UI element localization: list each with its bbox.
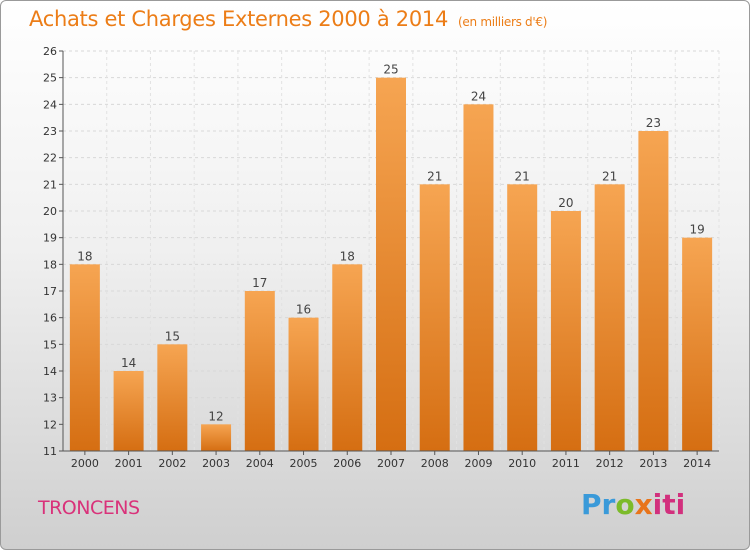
bar-2004	[244, 291, 275, 451]
bar-2005	[288, 317, 319, 451]
bar-value-label: 23	[646, 116, 661, 130]
bar-2012	[594, 184, 625, 452]
bar-value-label: 16	[296, 303, 311, 317]
x-tick-label: 2005	[290, 457, 318, 470]
x-tick-label: 2012	[596, 457, 624, 470]
bar-2006	[332, 264, 363, 451]
bar-value-label: 21	[427, 169, 442, 183]
location-name: TRONCENS	[38, 497, 140, 519]
x-tick-label: 2010	[508, 457, 536, 470]
axes: 11 12 13 14 15 16 17 18 19 20 21 22 23 24 25 26 2000 2001…	[43, 45, 719, 470]
y-tick-label: 14	[43, 365, 57, 378]
y-tick-label: 11	[43, 445, 57, 458]
bar-2000	[69, 264, 100, 451]
bar-2002	[157, 344, 188, 451]
y-tick-label: 12	[43, 418, 57, 431]
bar-value-label: 18	[77, 249, 92, 263]
bar-value-label: 21	[515, 169, 530, 183]
title-text: Achats et Charges Externes 2000 à 2014	[29, 7, 449, 31]
y-tick-label: 26	[43, 45, 57, 58]
bar-value-label: 17	[252, 276, 267, 290]
x-tick-label: 2007	[377, 457, 405, 470]
y-tick-label: 21	[43, 178, 57, 191]
bars: 18 14 15 12 17 16 18 25 21 24 21 20 21 23 19	[69, 63, 713, 452]
bar-2003	[201, 424, 232, 451]
chart-title: Achats et Charges Externes 2000 à 2014 (e…	[29, 7, 547, 31]
x-tick-label: 2001	[115, 457, 143, 470]
y-tick-label: 18	[43, 258, 57, 271]
bar-2009	[463, 104, 494, 451]
x-tick-label: 2006	[333, 457, 361, 470]
bar-value-label: 20	[558, 196, 573, 210]
bar-value-label: 14	[121, 356, 136, 370]
bar-2013	[638, 131, 669, 451]
bar-value-label: 19	[689, 223, 704, 237]
x-tick-label: 2011	[552, 457, 580, 470]
x-tick-label: 2002	[158, 457, 186, 470]
x-tick-label: 2009	[464, 457, 492, 470]
bar-2008	[419, 184, 450, 452]
y-tick-label: 17	[43, 285, 57, 298]
bar-2014	[682, 237, 713, 451]
bar-2011	[550, 211, 581, 451]
x-tick-label: 2014	[683, 457, 711, 470]
y-tick-label: 24	[43, 98, 57, 111]
y-tick-label: 13	[43, 392, 57, 405]
bar-value-label: 24	[471, 89, 486, 103]
x-tick-label: 2004	[246, 457, 274, 470]
y-tick-label: 16	[43, 312, 57, 325]
y-tick-label: 25	[43, 72, 57, 85]
bar-value-label: 18	[340, 249, 355, 263]
bar-2001	[113, 371, 144, 451]
y-tick-label: 15	[43, 338, 57, 351]
unit-label: (en milliers d'€)	[458, 15, 548, 29]
bar-value-label: 15	[165, 329, 180, 343]
bar-value-label: 12	[208, 409, 223, 423]
x-tick-label: 2000	[71, 457, 99, 470]
bar-2007	[376, 77, 406, 452]
x-tick-label: 2013	[639, 457, 667, 470]
y-tick-label: 19	[43, 232, 57, 245]
proxiti-logo: Proxiti	[581, 488, 686, 521]
y-tick-label: 22	[43, 152, 57, 165]
y-tick-label: 23	[43, 125, 57, 138]
bar-2010	[507, 184, 538, 452]
x-tick-label: 2008	[421, 457, 449, 470]
bar-value-label: 25	[383, 63, 398, 77]
bar-value-label: 21	[602, 169, 617, 183]
x-tick-label: 2003	[202, 457, 230, 470]
y-tick-label: 20	[43, 205, 57, 218]
